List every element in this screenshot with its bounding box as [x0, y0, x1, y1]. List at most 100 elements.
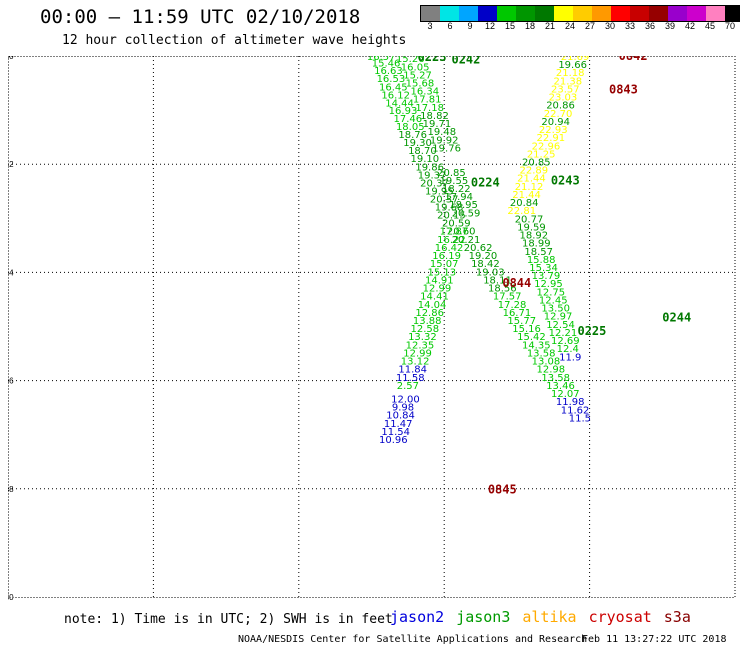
wave-height-value: 19.68	[435, 202, 464, 213]
credit-line: NOAA/NESDIS Center for Satellite Applica…	[238, 634, 588, 645]
wave-height-value: 12.75	[537, 287, 566, 298]
pass-time-label: 0244	[662, 310, 691, 324]
wave-height-value: 15.27	[403, 70, 432, 81]
wave-height-value: 20.77	[515, 214, 544, 225]
wave-height-value: 20.62	[464, 243, 493, 254]
wave-height-value: 16.05	[401, 62, 430, 73]
wave-height-value: 15.68	[406, 79, 435, 90]
legend-swatch	[611, 6, 630, 21]
legend-tick-label: 33	[624, 21, 635, 31]
wave-height-value: 16.71	[503, 308, 532, 319]
legend-swatch	[649, 6, 668, 21]
legend-swatch	[478, 6, 497, 21]
wave-height-value: 19.48	[427, 127, 456, 138]
pass-time-labels: 0223 0242 0842 0843 0224 0243 0844 0244 0225 0845	[418, 56, 692, 496]
wave-height-value: 20.15	[437, 211, 466, 222]
axis-labels: -40-42-44-46-48-5003691215	[8, 56, 14, 602]
legend-swatch	[459, 6, 478, 21]
map-subtitle: 12 hour collection of altimeter wave hei…	[62, 33, 407, 48]
wave-height-value: 19.86	[415, 162, 444, 173]
legend-swatch	[592, 6, 611, 21]
pass-time-label: 0243	[551, 173, 580, 187]
wave-height-value: 18.11	[483, 275, 512, 286]
legend-swatch	[554, 6, 573, 21]
wave-height-value: 13.58	[527, 348, 556, 359]
legend-swatch	[535, 6, 554, 21]
wave-height-values: 16.5715.4616.6316.5316.4516.1214.4416.93…	[367, 56, 591, 446]
wave-height-value: 21.69	[561, 56, 590, 63]
wave-height-value: 22.93	[539, 125, 568, 136]
wave-height-value: 17.94	[444, 192, 473, 203]
satellite-s3a: s3a	[663, 608, 691, 626]
legend-tick-label: 3	[427, 21, 433, 31]
wave-height-value: 12.98	[537, 365, 566, 376]
satellite-jason3: jason3	[456, 608, 511, 626]
legend-tick-label: 6	[447, 21, 453, 31]
legend-tick-label: 15	[504, 21, 515, 31]
wave-height-value: 20.94	[541, 117, 570, 128]
wave-height-value: 11.47	[384, 419, 413, 430]
pass-time-label: 0842	[619, 56, 648, 63]
wave-height-value: 21.44	[517, 174, 546, 185]
wave-height-value: 18.92	[520, 231, 549, 242]
legend-swatch	[573, 6, 592, 21]
wave-height-value: 12.86	[415, 308, 444, 319]
wave-height-value: 16.57	[367, 56, 396, 63]
wave-height-value: 12.4	[557, 344, 579, 355]
wave-height-value: 11.5	[569, 413, 591, 424]
wave-height-value: 17.57	[493, 292, 522, 303]
wave-height-value: 12.99	[403, 348, 432, 359]
legend-swatch	[440, 6, 459, 21]
wave-height-value: 10.84	[386, 411, 415, 422]
legend-tick-label: 24	[564, 21, 575, 31]
footer-note: note: 1) Time is in UTC; 2) SWH is in fe…	[64, 612, 393, 627]
wave-height-value: 13.12	[401, 357, 430, 368]
wave-height-value: 13.46	[546, 381, 575, 392]
wave-height-value: 12.69	[551, 336, 580, 347]
wave-height-value: 21.18	[556, 68, 585, 79]
wave-height-value: 18.42	[471, 259, 500, 270]
wave-height-value: 13.32	[408, 332, 437, 343]
wave-height-color-scale	[420, 5, 740, 22]
wave-height-value: 12.99	[423, 284, 452, 295]
wave-height-value: 16.12	[381, 90, 410, 101]
wave-height-value: 17.87	[440, 227, 469, 238]
wave-height-value: 20.21	[452, 235, 481, 246]
wave-height-value: 18.56	[488, 284, 517, 295]
wave-height-value: 20.85	[437, 168, 466, 179]
wave-height-value: 21.25	[527, 149, 556, 160]
wave-height-value: 15.34	[529, 263, 558, 274]
wave-height-value: 12.45	[539, 295, 568, 306]
wave-height-value: 12.58	[410, 324, 439, 335]
satellite-legend: jason2 jason3 altika cryosat s3a	[390, 608, 691, 626]
wave-height-value: 19.03	[476, 267, 505, 278]
legend-tick-label: 45	[704, 21, 715, 31]
wave-height-value: 19.66	[558, 60, 587, 71]
wave-height-value: 23.57	[551, 84, 580, 95]
wave-height-value: 19.59	[517, 222, 546, 233]
altimeter-map: -40-42-44-46-48-5003691215 16.5715.4616.…	[8, 56, 736, 602]
wave-height-value: 17.28	[498, 300, 527, 311]
pass-time-label: 0845	[488, 482, 517, 496]
wave-height-value: 16.63	[374, 66, 403, 77]
wave-height-value: 11.98	[556, 397, 585, 408]
pass-time-label: 0242	[451, 56, 480, 66]
legend-tick-label: 36	[644, 21, 655, 31]
wave-height-value: 19.20	[469, 251, 498, 262]
wave-height-value: 22.96	[532, 141, 561, 152]
legend-tick-label: 39	[664, 21, 675, 31]
wave-height-value: 11.54	[381, 427, 410, 438]
wave-height-value: 20.86	[546, 101, 575, 112]
map-title: 00:00 — 11:59 UTC 02/10/2018	[40, 6, 361, 28]
wave-height-value: 16.22	[437, 235, 466, 246]
wave-height-value: 17.18	[415, 103, 444, 114]
wave-height-value: 13.79	[532, 271, 561, 282]
wave-height-value: 16.93	[389, 106, 418, 117]
wave-height-value: 13.08	[532, 357, 561, 368]
pass-time-label: 0844	[502, 276, 531, 290]
wave-height-value: 20.37	[420, 179, 449, 190]
wave-height-value: 10.96	[379, 435, 408, 446]
wave-height-value: 18.70	[408, 146, 437, 157]
wave-height-value: 22.70	[544, 109, 573, 120]
legend-tick-label: 21	[544, 21, 555, 31]
